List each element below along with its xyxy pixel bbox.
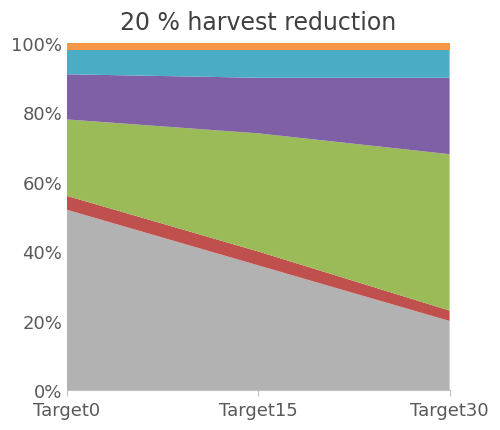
Title: 20 % harvest reduction: 20 % harvest reduction (120, 11, 396, 35)
